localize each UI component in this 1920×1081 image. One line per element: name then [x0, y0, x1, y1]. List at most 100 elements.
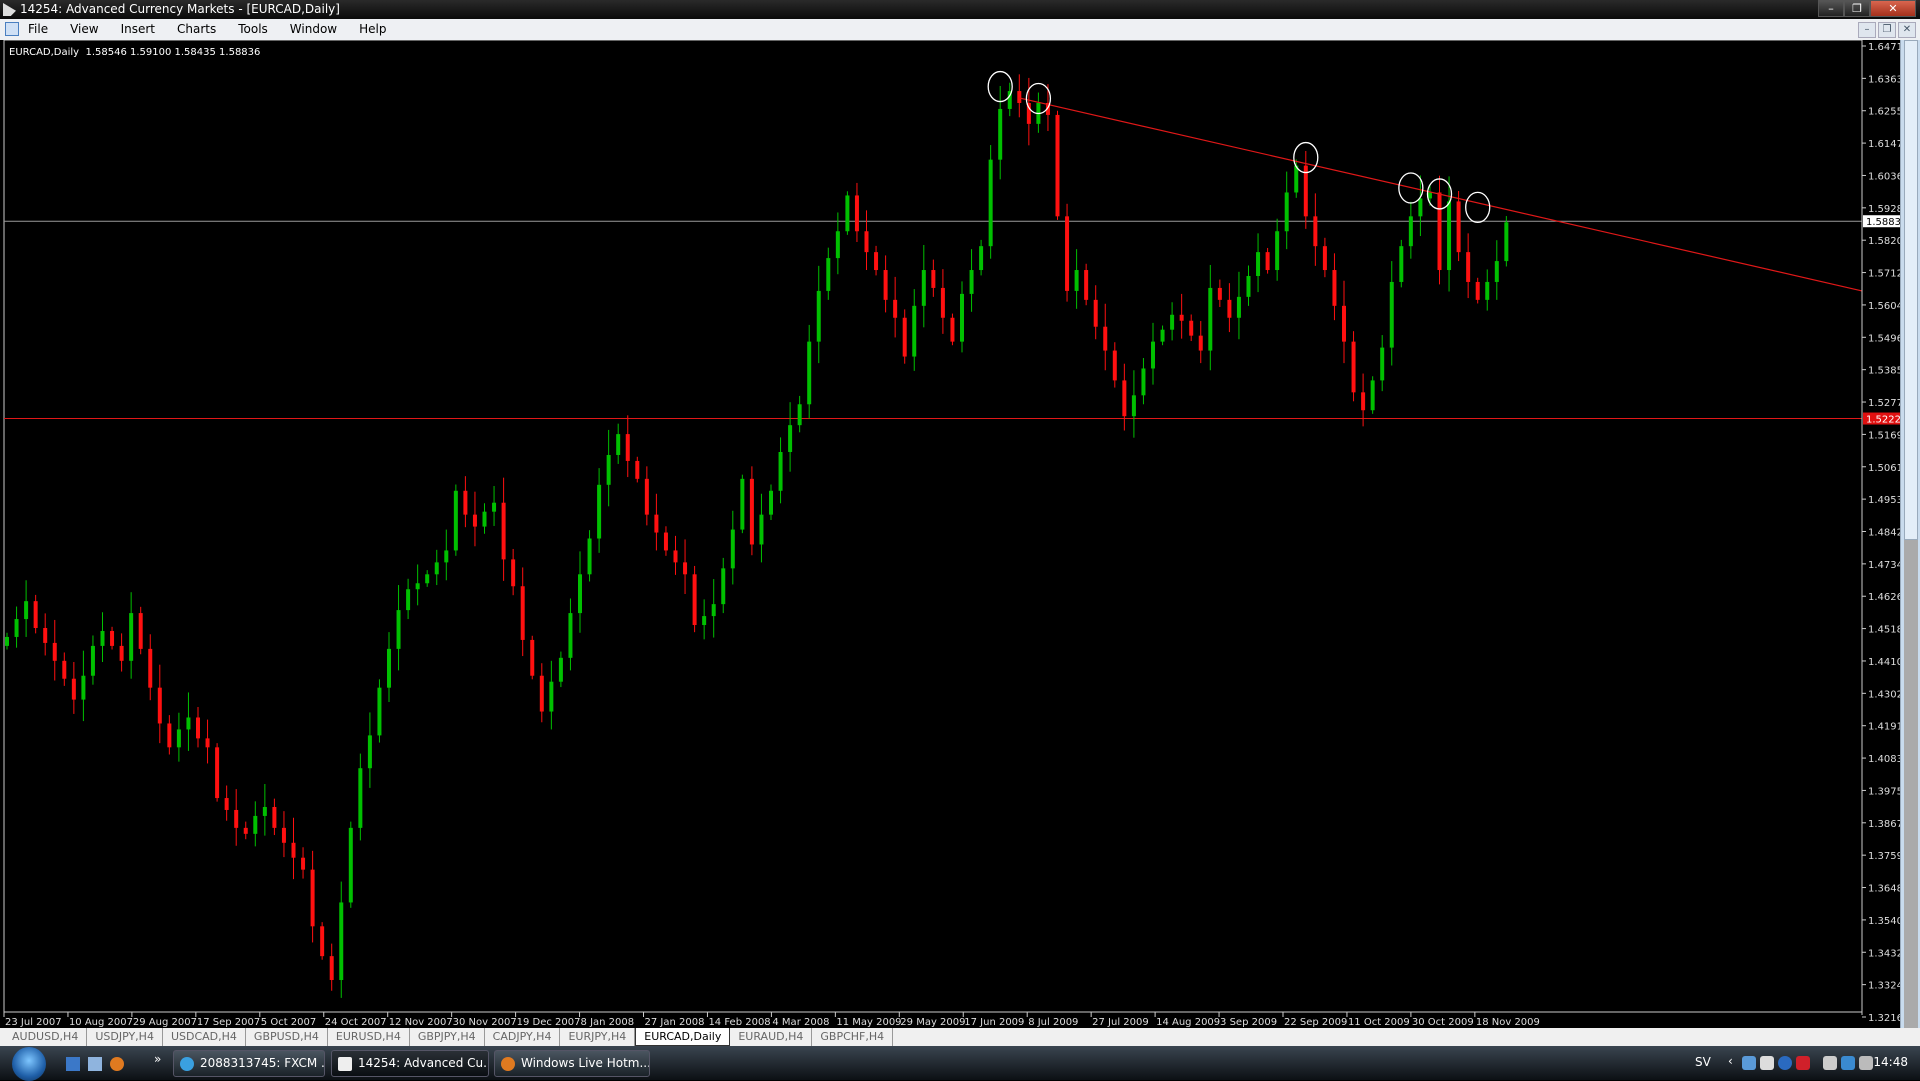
network-icon[interactable] — [1841, 1056, 1855, 1070]
power-icon[interactable] — [1823, 1056, 1837, 1070]
chart-tabs: AUDUSD,H4 USDJPY,H4 USDCAD,H4 GBPUSD,H4 EURU… — [0, 1028, 1920, 1046]
candle-body — [625, 434, 630, 461]
candle-body — [272, 806, 277, 828]
candle-body — [472, 514, 477, 527]
taskbar-button-fxcm[interactable]: 2088313745: FXCM ... — [173, 1050, 325, 1077]
price-tick-label: 1.57120 — [1868, 269, 1900, 280]
candle-body — [520, 586, 525, 640]
candle-body — [1208, 287, 1213, 351]
price-tick-label: 1.37590 — [1868, 851, 1900, 862]
date-tick-label: 8 Jan 2008 — [581, 1017, 635, 1028]
tab-eurjpy-h4[interactable]: EURJPY,H4 — [560, 1028, 636, 1046]
price-chart[interactable]: 1.64710 1.63630 1.62550 1.61470 1.60360 1.592… — [0, 40, 1900, 1028]
more-button[interactable]: » — [154, 1052, 162, 1066]
candle-body — [511, 559, 516, 587]
candle-body — [301, 857, 306, 870]
date-tick-label: 24 Oct 2007 — [325, 1017, 387, 1028]
candle-body — [1389, 281, 1394, 348]
price-tick-label: 1.32160 — [1868, 1013, 1900, 1024]
menu-charts[interactable]: Charts — [177, 22, 217, 36]
candle-body — [883, 270, 888, 300]
price-tick-label: 1.49530 — [1868, 495, 1900, 506]
tab-gbpjpy-h4[interactable]: GBPJPY,H4 — [410, 1028, 485, 1046]
tab-euraud-h4[interactable]: EURAUD,H4 — [730, 1028, 813, 1046]
minimize-button[interactable]: – — [1818, 0, 1844, 17]
highlight-circle — [1465, 191, 1491, 224]
date-tick-label: 30 Nov 2007 — [453, 1017, 517, 1028]
candle-body — [281, 827, 286, 843]
document-icon[interactable] — [5, 22, 19, 36]
tab-usdjpy-h4[interactable]: USDJPY,H4 — [87, 1028, 163, 1046]
candle-body — [921, 270, 926, 306]
menu-window[interactable]: Window — [289, 22, 338, 36]
candle-body — [310, 869, 315, 927]
menu-file[interactable]: File — [28, 22, 49, 36]
tab-gbpchf-h4[interactable]: GBPCHF,H4 — [812, 1028, 894, 1046]
price-tick-label: 1.38670 — [1868, 819, 1900, 830]
candle-body — [1370, 380, 1375, 411]
price-tick-label: 1.64710 — [1868, 42, 1900, 53]
candle-body — [683, 562, 688, 575]
candle-body — [740, 478, 745, 530]
candle-body — [329, 956, 334, 981]
candle-body — [1074, 270, 1079, 291]
price-tick-label: 1.44100 — [1868, 657, 1900, 668]
language-indicator[interactable]: SV — [1695, 1055, 1711, 1069]
price-tick-label: 1.51690 — [1868, 430, 1900, 441]
tray-a-icon[interactable] — [1778, 1056, 1792, 1070]
tab-eurusd-h4[interactable]: EURUSD,H4 — [328, 1028, 410, 1046]
menu-tools[interactable]: Tools — [238, 22, 268, 36]
candle-body — [1418, 198, 1423, 217]
candle-body — [1045, 102, 1050, 115]
tab-gbpusd-h4[interactable]: GBPUSD,H4 — [246, 1028, 328, 1046]
menu-help[interactable]: Help — [359, 22, 387, 36]
tray-app-icon[interactable] — [1742, 1056, 1756, 1070]
date-tick-label: 4 Mar 2008 — [772, 1017, 829, 1028]
candle-body — [186, 717, 191, 730]
candle-body — [654, 514, 659, 533]
highlight-circle — [1025, 82, 1052, 115]
tab-usdcad-h4[interactable]: USDCAD,H4 — [163, 1028, 246, 1046]
system-tray: SV ‹ 14:48 — [1680, 1046, 1920, 1080]
tab-eurcad-daily[interactable]: EURCAD,Daily — [635, 1028, 731, 1046]
candle-body — [1131, 395, 1136, 417]
candle-body — [415, 583, 420, 590]
price-tick-label: 1.41910 — [1868, 722, 1900, 733]
window-title: 14254: Advanced Currency Markets - [EURC… — [20, 2, 340, 16]
child-restore-button[interactable]: ❐ — [1878, 22, 1896, 38]
date-tick-label: 17 Jun 2009 — [964, 1017, 1024, 1028]
tray-cat-icon[interactable] — [1760, 1056, 1774, 1070]
show-desktop-icon[interactable] — [66, 1057, 80, 1071]
tab-audusd-h4[interactable]: AUDUSD,H4 — [4, 1028, 88, 1046]
candle-body — [969, 270, 974, 294]
close-button[interactable]: ✕ — [1870, 0, 1916, 17]
chevron-left-icon[interactable]: ‹ — [1728, 1054, 1733, 1068]
candle-body — [434, 562, 439, 575]
child-close-button[interactable]: ✕ — [1898, 22, 1916, 38]
volume-icon[interactable] — [1859, 1056, 1873, 1070]
tray-evernote-icon[interactable] — [1796, 1056, 1810, 1070]
maximize-button[interactable]: ❐ — [1844, 0, 1870, 17]
taskbar-button-hotmail[interactable]: Windows Live Hotm... — [494, 1050, 650, 1077]
switch-windows-icon[interactable] — [88, 1057, 102, 1071]
chart-canvas[interactable]: 1.64710 1.63630 1.62550 1.61470 1.60360 1.592… — [0, 40, 1900, 1028]
menu-view[interactable]: View — [70, 22, 99, 36]
menu-insert[interactable]: Insert — [120, 22, 155, 36]
price-tick-label: 1.62550 — [1868, 107, 1900, 118]
vertical-scrollbar[interactable] — [1900, 40, 1920, 1028]
taskbar-button-mt4[interactable]: 14254: Advanced Cu... — [331, 1050, 489, 1077]
candle-body — [1017, 91, 1022, 103]
child-minimize-button[interactable]: – — [1858, 22, 1876, 38]
candle-body — [1284, 192, 1289, 232]
candle-body — [587, 538, 592, 575]
candle-body — [1322, 246, 1327, 271]
price-tick-label: 1.34320 — [1868, 948, 1900, 959]
start-button[interactable] — [12, 1047, 46, 1081]
tab-cadjpy-h4[interactable]: CADJPY,H4 — [485, 1028, 561, 1046]
clock[interactable]: 14:48 — [1873, 1055, 1908, 1069]
taskbar: » 2088313745: FXCM ... 14254: Advanced C… — [0, 1046, 1920, 1081]
candle-body — [224, 798, 229, 810]
price-tick-label: 1.60360 — [1868, 171, 1900, 182]
candle-body — [406, 589, 411, 611]
firefox-icon[interactable] — [110, 1057, 124, 1071]
